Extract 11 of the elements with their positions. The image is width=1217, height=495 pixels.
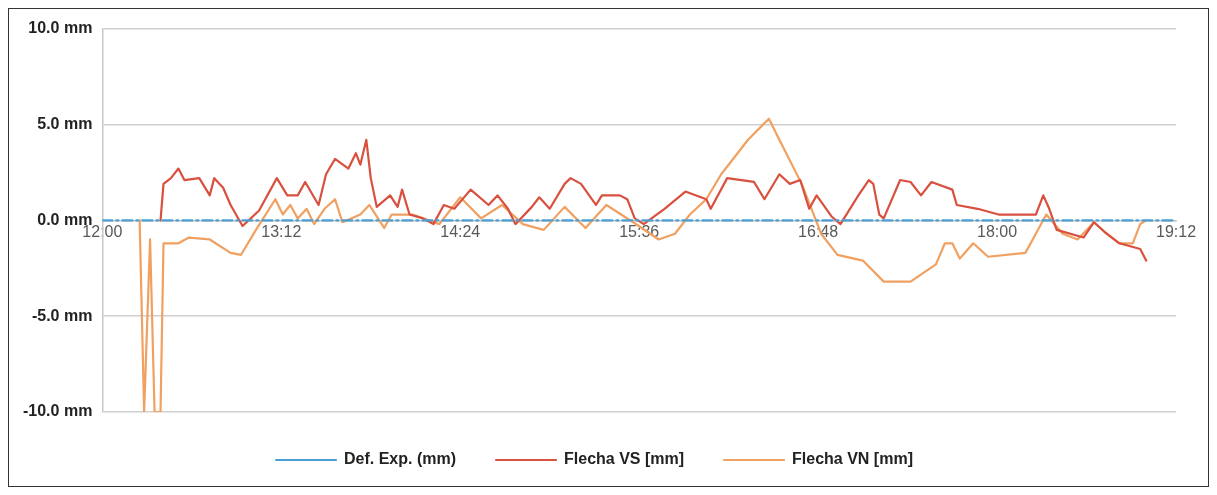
y-tick-label: -10.0 mm <box>22 402 93 420</box>
y-tick-label: 5.0 mm <box>37 114 93 132</box>
x-tick-label: 13:12 <box>261 223 302 241</box>
y-tick-label: 10.0 mm <box>28 19 93 37</box>
legend-label: Flecha VS [mm] <box>564 450 685 468</box>
x-tick-label: 19:12 <box>1155 223 1197 241</box>
x-tick-label: 18:00 <box>977 223 1018 241</box>
x-tick-label: 14:24 <box>440 223 481 241</box>
legend-label: Def. Exp. (mm) <box>344 450 457 468</box>
y-tick-label: -5.0 mm <box>31 306 93 324</box>
legend-label: Flecha VN [mm] <box>792 450 913 468</box>
